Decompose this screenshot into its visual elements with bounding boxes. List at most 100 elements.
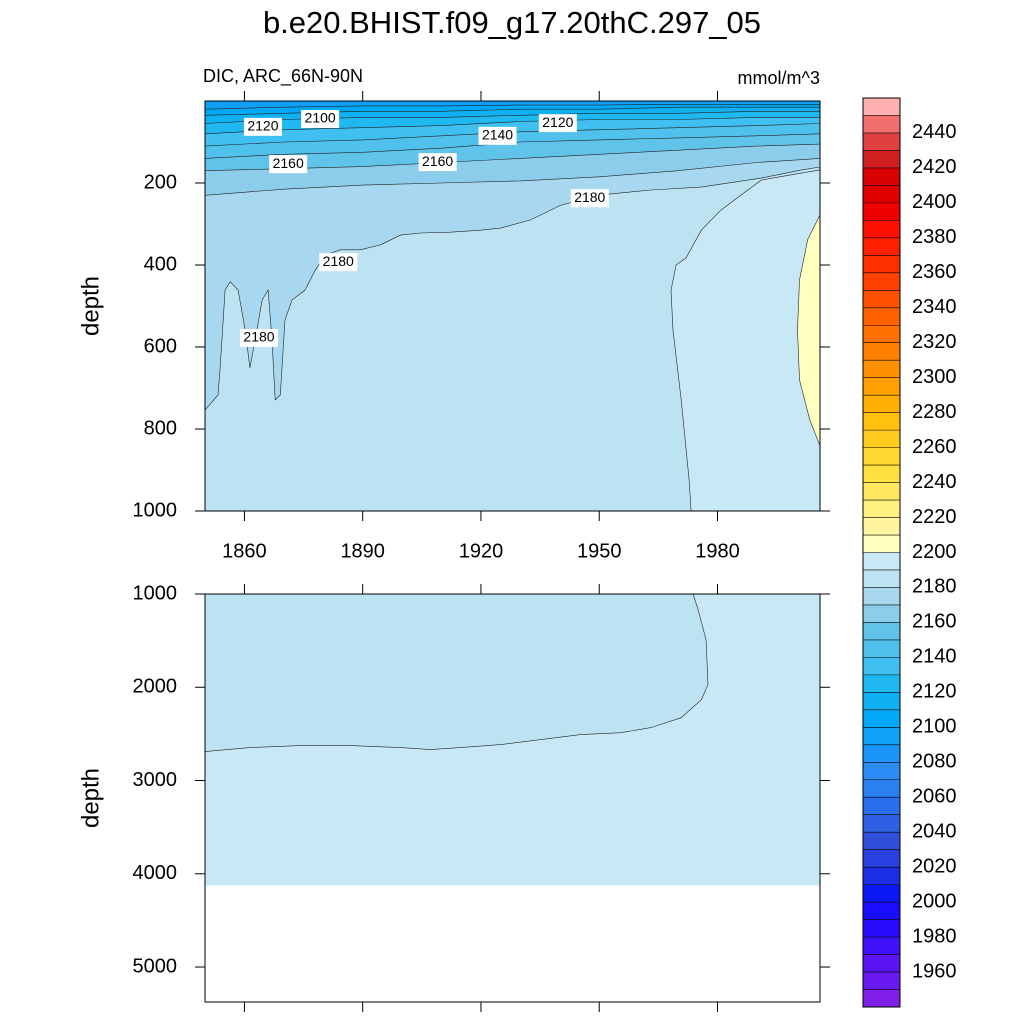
subtitle: DIC, ARC_66N-90N xyxy=(203,66,363,87)
colorbar-box xyxy=(863,115,900,133)
colorbar-box xyxy=(863,814,900,833)
colorbar-box xyxy=(863,587,900,605)
contour-label: 2100 xyxy=(305,110,336,126)
colorbar-box xyxy=(863,832,900,850)
colorbar-box xyxy=(863,202,900,221)
contour-label-box xyxy=(478,126,517,145)
contour-label-box xyxy=(418,153,457,172)
colorbar-box xyxy=(863,535,900,553)
colorbar-tick-label: 1960 xyxy=(912,960,957,982)
colorbar-tick-label: 2020 xyxy=(912,855,957,877)
colorbar-tick-label: 2420 xyxy=(912,156,957,178)
colorbar-tick-label: 2180 xyxy=(912,576,957,598)
colorbar-box xyxy=(863,185,900,203)
colorbar-box xyxy=(863,604,900,623)
colorbar-box xyxy=(863,989,900,1007)
colorbar-box xyxy=(863,692,900,710)
plot-area: 2100 2120 2140 2120 2160 2160 2180 2180 2180 xyxy=(205,101,820,511)
colorbar-box xyxy=(863,360,900,378)
colorbar-box xyxy=(863,517,900,536)
y-tick-label: 200 xyxy=(144,171,177,193)
colorbar-box xyxy=(863,919,900,938)
colorbar-tick-label: 2240 xyxy=(912,471,957,493)
colorbar-tick-label: 2200 xyxy=(912,541,957,563)
colorbar-box xyxy=(863,377,900,396)
plot-area xyxy=(205,594,820,886)
y-axis-label: depth xyxy=(77,768,104,828)
colorbar-box xyxy=(863,395,900,413)
colorbar-box xyxy=(863,954,900,973)
y-tick-label: 1000 xyxy=(133,499,178,521)
x-tick-label: 1920 xyxy=(459,540,504,562)
chart-title: b.e20.BHIST.f09_g17.20thC.297_05 xyxy=(263,5,761,40)
colorbar-tick-label: 2220 xyxy=(912,506,957,528)
contour-region xyxy=(670,169,820,511)
colorbar-box xyxy=(863,430,900,448)
contour-label: 2160 xyxy=(273,155,304,171)
x-tick-label: 1860 xyxy=(222,540,267,562)
colorbar-box xyxy=(863,902,900,920)
colorbar-tick-label: 2080 xyxy=(912,751,957,773)
colorbar-tick-label: 2400 xyxy=(912,191,957,213)
contour-label-box xyxy=(243,117,282,136)
contour-label: 2120 xyxy=(247,118,278,134)
colorbar-tick-label: 2320 xyxy=(912,331,957,353)
colorbar-box xyxy=(863,150,900,168)
colorbar-tick-label: 2380 xyxy=(912,226,957,248)
contour-label-box xyxy=(570,189,609,208)
plot-frame xyxy=(204,593,821,1003)
colorbar-box xyxy=(863,762,900,780)
y-tick-label: 400 xyxy=(144,253,177,275)
colorbar-tick-label: 2040 xyxy=(912,820,957,842)
colorbar-box xyxy=(863,482,900,501)
x-tick-label: 1980 xyxy=(695,540,740,562)
contour-label-box xyxy=(538,114,577,133)
colorbar-box xyxy=(863,744,900,763)
contour-region xyxy=(205,594,709,752)
colorbar-box xyxy=(863,657,900,675)
contour-label: 2120 xyxy=(542,114,573,130)
colorbar-box xyxy=(863,884,900,903)
colorbar-box xyxy=(863,342,900,361)
colorbar-box xyxy=(863,220,900,238)
colorbar-box xyxy=(863,867,900,885)
colorbar-box xyxy=(863,98,900,116)
colorbar-box xyxy=(863,849,900,868)
colorbar-box xyxy=(863,569,900,588)
y-axis-label: depth xyxy=(77,276,104,336)
y-tick-label: 2000 xyxy=(133,676,178,698)
colorbar-box xyxy=(863,622,900,640)
colorbar-box xyxy=(863,727,900,745)
contour-label: 2140 xyxy=(482,127,513,143)
colorbar-tick-label: 2360 xyxy=(912,261,957,283)
colorbar-box xyxy=(863,972,900,990)
colorbar-frame xyxy=(862,97,901,1008)
colorbar-tick-label: 2160 xyxy=(912,611,957,633)
contour-label-box xyxy=(319,253,358,272)
colorbar-tick-label: 2120 xyxy=(912,681,957,703)
colorbar-tick-label: 2100 xyxy=(912,716,957,738)
colorbar-box xyxy=(863,937,900,955)
contour-label: 2160 xyxy=(422,153,453,169)
x-tick-label: 1890 xyxy=(340,540,385,562)
colorbar-tick-label: 2060 xyxy=(912,786,957,808)
colorbar-box xyxy=(863,552,900,570)
contour-label: 2180 xyxy=(574,189,605,205)
colorbar-box xyxy=(863,132,900,151)
colorbar-box xyxy=(863,500,900,518)
contour-region xyxy=(797,214,820,446)
contour-label: 2180 xyxy=(243,329,274,345)
y-tick-label: 600 xyxy=(144,335,177,357)
contour-label: 2180 xyxy=(323,253,354,269)
y-tick-label: 3000 xyxy=(133,769,178,791)
colorbar-box xyxy=(863,290,900,308)
colorbar-box xyxy=(863,465,900,483)
colorbar-tick-label: 2340 xyxy=(912,296,957,318)
colorbar-tick-label: 2260 xyxy=(912,436,957,458)
colorbar-tick-label: 2000 xyxy=(912,890,957,912)
y-tick-label: 5000 xyxy=(133,955,178,977)
colorbar-box xyxy=(863,307,900,326)
colorbar-box xyxy=(863,167,900,186)
colorbar-box xyxy=(863,447,900,466)
